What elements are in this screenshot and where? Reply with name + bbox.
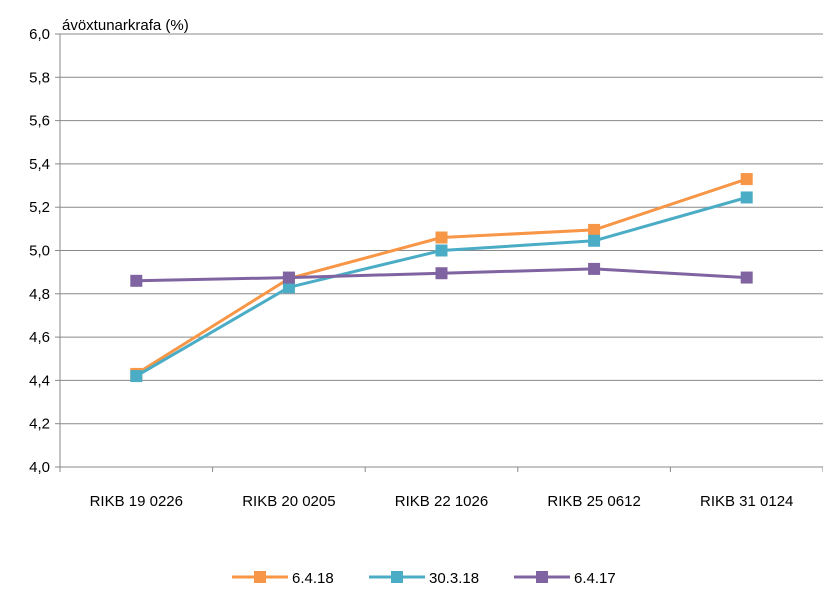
y-tick-label: 5,8 (29, 69, 50, 86)
data-point (435, 231, 448, 244)
y-tick-label: 4,4 (29, 372, 50, 389)
legend-label: 6.4.18 (292, 570, 334, 587)
y-tick-label: 4,6 (29, 329, 50, 346)
y-tick-label: 5,0 (29, 243, 50, 260)
data-point (130, 274, 143, 287)
gridlines (60, 33, 823, 425)
y-tick-label: 4,0 (29, 459, 50, 476)
y-tick-label: 6,0 (29, 26, 50, 43)
legend-label: 6.4.17 (574, 570, 616, 587)
data-point (130, 370, 143, 383)
y-tick-label: 5,2 (29, 199, 50, 216)
series-line (135, 196, 748, 378)
y-tick-label: 5,6 (29, 113, 50, 130)
y-tick-label: 5,4 (29, 156, 50, 173)
data-point (740, 191, 753, 204)
data-point (588, 262, 601, 275)
x-tick-label: RIKB 19 0226 (90, 493, 183, 510)
data-point (740, 173, 753, 186)
legend-swatch-marker (254, 571, 266, 583)
y-tick-label: 4,2 (29, 416, 50, 433)
series-group (130, 173, 753, 383)
x-tick-label: RIKB 31 0124 (700, 493, 793, 510)
y-tick-label: 4,8 (29, 286, 50, 303)
legend-swatch-marker (391, 571, 403, 583)
series-2 (130, 191, 753, 383)
legend: 6.4.18 30.3.18 6.4.17 (232, 570, 616, 587)
data-point (588, 234, 601, 247)
y-axis-label: ávöxtunarkrafa (%) (62, 17, 189, 34)
legend-swatch-marker (536, 571, 548, 583)
data-point (740, 271, 753, 284)
x-tick-label: RIKB 20 0205 (242, 493, 335, 510)
x-tick-label: RIKB 22 1026 (395, 493, 488, 510)
x-tick-label: RIKB 25 0612 (547, 493, 640, 510)
legend-item: 6.4.17 (514, 570, 616, 587)
legend-label: 30.3.18 (429, 570, 479, 587)
legend-item: 6.4.18 (232, 570, 334, 587)
data-point (282, 281, 295, 294)
series-3 (130, 262, 753, 287)
legend-item: 30.3.18 (369, 570, 479, 587)
axes: 4,0 4,2 4,4 4,6 4,8 5,0 5,2 5,4 5,6 5,8 6,0 RIKB 19… (29, 26, 823, 510)
data-point (435, 244, 448, 257)
data-point (282, 271, 295, 284)
data-point (435, 267, 448, 280)
data-point (588, 223, 601, 236)
